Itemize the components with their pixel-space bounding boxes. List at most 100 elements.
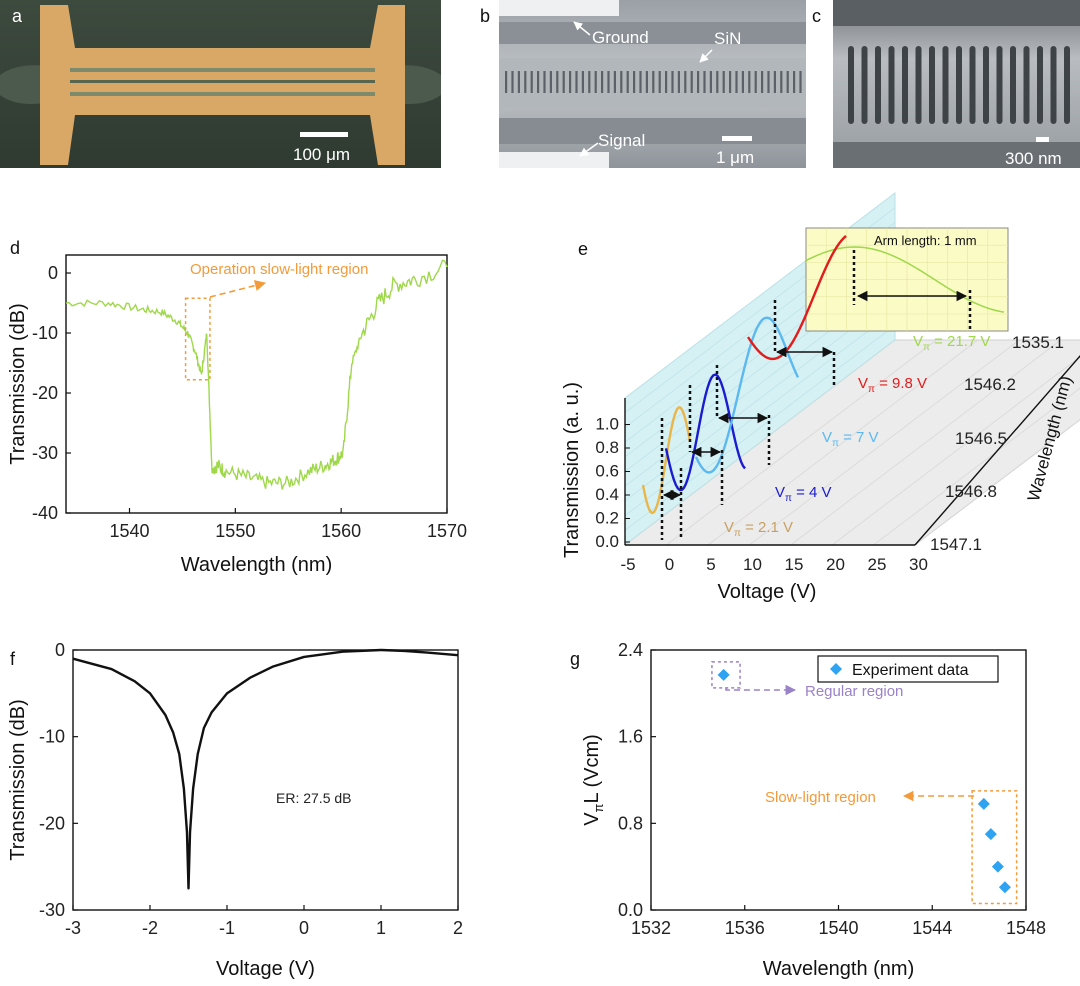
panel-c-slot	[996, 46, 1003, 124]
panel-b-signal-electrode	[499, 152, 609, 168]
panel-b-ground-edge	[499, 22, 806, 44]
panel-e-x-axis-label: Voltage (V)	[718, 581, 817, 603]
panel-c-slot	[929, 46, 935, 124]
panel-e-floor-grid	[831, 356, 1080, 546]
panel-b-slot	[594, 71, 597, 93]
panel-a-scale-bar	[300, 132, 348, 137]
panel-g-regular-label: Regular region	[805, 683, 903, 700]
panel-e-x-tick-label: 0	[665, 555, 674, 574]
panel-b-slot	[793, 71, 796, 93]
panel-e-y-tick-label: 1.0	[595, 415, 619, 434]
panel-b-sin-label: SiN	[714, 29, 741, 48]
panel-f-plot-frame	[72, 649, 459, 911]
panel-d-y-tick-label: -10	[32, 323, 58, 343]
panel-a-electrode	[40, 5, 405, 165]
panel-b-scale-bar	[722, 136, 752, 141]
panel-f-x-tick-label: -2	[142, 918, 158, 938]
panel-g-legend	[817, 655, 999, 683]
panel-g-slow-label: Slow-light region	[765, 789, 876, 806]
panel-c-slot	[969, 46, 976, 124]
panel-f-x-tick-label: 0	[299, 918, 309, 938]
panel-b-slot	[754, 71, 757, 93]
panel-d-y-axis-label: Transmission (dB)	[7, 303, 29, 465]
panel-f-x-tick-label: 2	[453, 918, 463, 938]
panel-e-z-tick-label: 1546.5	[955, 429, 1007, 448]
panel-g-regular-arrow	[725, 684, 797, 696]
panel-b-slot	[588, 71, 591, 93]
panel-c-slot	[942, 46, 949, 124]
panel-g-data-point	[977, 797, 990, 810]
panel-b-slot	[645, 71, 648, 93]
panel-g-y-tick-label: 2.4	[618, 640, 643, 660]
panel-e-floor-grid	[873, 387, 1080, 546]
panel-e-z-tick-label: 1547.1	[930, 535, 982, 554]
panel-e-y-tick-label: 0.2	[595, 509, 619, 528]
panel-f-y-tick-label: -10	[39, 727, 65, 747]
panel-e-x-tick-label: 5	[706, 555, 715, 574]
panel-e-y-tick-label: 0.4	[595, 485, 619, 504]
panel-b-ground-electrode	[499, 0, 619, 16]
panel-b-slot	[729, 71, 732, 93]
panel-b-slot	[537, 71, 540, 93]
panel-g-y-tick-label: 0.8	[618, 813, 643, 833]
panel-e-wall-grid	[624, 339, 896, 546]
panel-c-top-edge	[833, 0, 1080, 26]
panel-c-slot	[1050, 46, 1057, 124]
panel-d-x-axis-label: Wavelength (nm)	[181, 554, 333, 576]
panel-e-z-tick-label: 1546.2	[964, 375, 1016, 394]
panel-b-label: b	[480, 6, 490, 26]
panel-e-series-4-label: Vπ = 4 V	[775, 484, 832, 504]
panel-e-y-tick-label: 0.6	[595, 462, 619, 481]
panel-d-transmission-line	[65, 259, 448, 490]
panel-b-slot	[633, 71, 636, 93]
panel-d-x-tick-label: 1540	[109, 521, 149, 541]
panel-e-depth-axis	[914, 355, 1080, 546]
panel-b-slot	[549, 71, 552, 93]
panel-d-y-tick-label: 0	[48, 263, 58, 283]
panel-b-slot	[665, 71, 668, 93]
panel-d-annotation: Operation slow-light region	[190, 261, 368, 278]
panel-b-ground-label: Ground	[592, 28, 649, 47]
panel-b-slot	[690, 71, 693, 93]
panel-b-slot	[562, 71, 565, 93]
panel-a-waveguide-bottom	[70, 92, 375, 96]
panel-b-slot	[581, 71, 584, 93]
panel-b: Ground SiN Signal 1 μm b	[480, 0, 806, 168]
panel-f-y-tick-label: -30	[39, 900, 65, 920]
panel-d-x-tick-label: 1560	[321, 521, 361, 541]
panel-e-series-7-label: Vπ = 7 V	[822, 429, 879, 449]
panel-g-x-tick-label: 1548	[1006, 918, 1046, 938]
panel-b-signal-arrow	[579, 142, 599, 157]
panel-e-floor-grid	[666, 339, 937, 546]
panel-b-slot	[530, 71, 533, 93]
panel-g-x-tick-label: 1536	[725, 918, 765, 938]
panel-a: 100 μm a	[0, 0, 441, 168]
panel-e-series-4-line	[664, 373, 746, 492]
panel-b-slot	[799, 71, 802, 93]
panel-c-slot	[888, 46, 895, 124]
panel-b-slot	[741, 71, 744, 93]
panel-e-floor-grid	[707, 339, 979, 546]
panel-g-y-tick-label: 0.0	[618, 900, 643, 920]
panel-c-bottom-edge	[833, 142, 1080, 168]
panel-g-x-tick-label: 1540	[818, 918, 858, 938]
panel-e-floor-grid	[914, 419, 1080, 546]
panel-g-legend-label: Experiment data	[852, 662, 969, 679]
panel-b-slot	[613, 71, 616, 93]
panel-g-legend-marker	[830, 663, 842, 675]
panel-d-slow-light-box	[184, 297, 211, 381]
panel-c-slot	[1037, 46, 1043, 124]
panel-e-inset-title: Arm length: 1 mm	[874, 233, 977, 248]
panel-b-slot	[607, 71, 610, 93]
panel-e-y-tick-label: 0.8	[595, 438, 619, 457]
panel-b-slot	[748, 71, 751, 93]
panel-b-slot	[684, 71, 687, 93]
panel-c-slot	[848, 46, 854, 124]
panel-g-label: g	[570, 649, 580, 669]
panel-d-y-tick-label: -40	[32, 503, 58, 523]
panel-b-scale-label: 1 μm	[716, 148, 754, 167]
panel-c: 300 nm c	[812, 0, 1080, 168]
panel-b-slot	[773, 71, 776, 93]
panel-e-x-tick-label: 10	[743, 555, 762, 574]
